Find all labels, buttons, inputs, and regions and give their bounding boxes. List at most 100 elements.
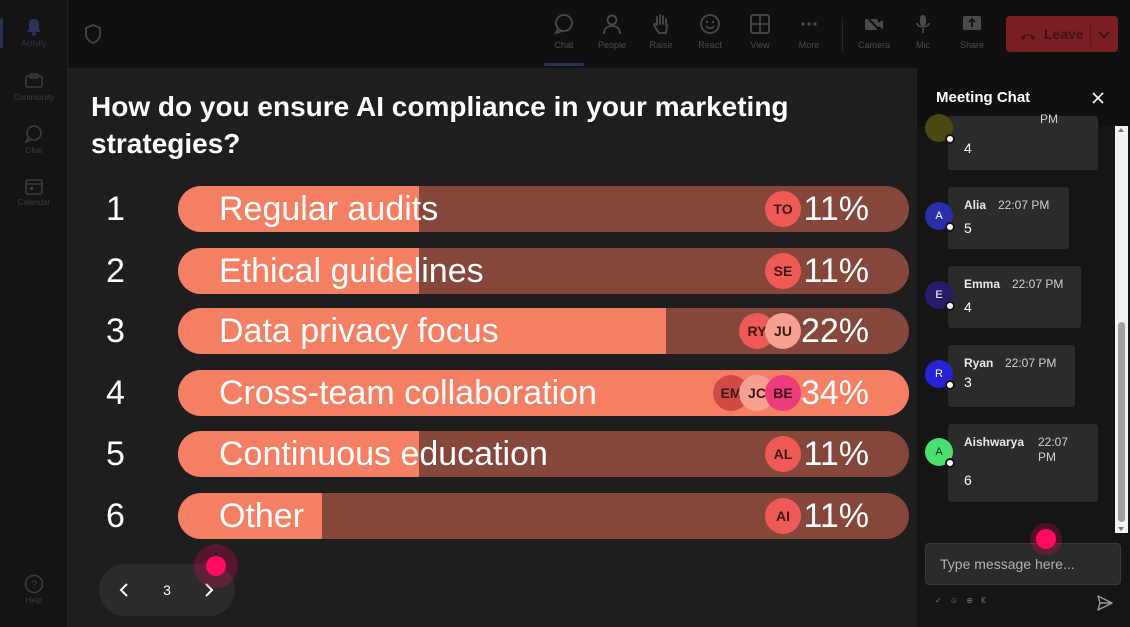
- option-number: 2: [106, 252, 125, 290]
- result-fill: [178, 248, 419, 294]
- more-dots-icon: [798, 13, 820, 35]
- raise-hand-button[interactable]: Raise: [639, 10, 683, 62]
- click-indicator: [194, 544, 238, 588]
- voter-avatar: BE: [765, 375, 801, 411]
- chevron-left-icon[interactable]: [114, 580, 134, 600]
- scroll-up-arrow-icon[interactable]: [1118, 128, 1124, 132]
- option-percent: 11%: [803, 190, 869, 228]
- rail-item-calendar[interactable]: Calendar: [0, 167, 68, 217]
- poll-option-bar[interactable]: Ethical guidelines 11% SE: [178, 248, 909, 294]
- chat-bubble-icon: [553, 13, 575, 35]
- view-button-label: View: [750, 40, 770, 50]
- message-sender: Alia: [964, 198, 987, 212]
- message-text: 3: [964, 374, 972, 390]
- react-button-label: React: [698, 40, 722, 50]
- chevron-right-icon[interactable]: [199, 580, 219, 600]
- chat-button[interactable]: Chat: [542, 10, 586, 66]
- message-time: 22:07 PM: [1012, 277, 1064, 291]
- option-number: 1: [106, 190, 125, 228]
- grid-icon: [749, 13, 771, 35]
- message-sender: Emma: [964, 277, 1001, 291]
- chat-icon: [24, 125, 44, 143]
- option-label: Regular audits: [219, 190, 439, 228]
- rail-label: Activity: [21, 39, 47, 48]
- option-number: 3: [106, 312, 125, 350]
- message-text: 5: [964, 220, 972, 236]
- mic-button[interactable]: Mic: [901, 10, 945, 62]
- share-button[interactable]: Share: [950, 10, 994, 62]
- hand-icon: [650, 13, 672, 35]
- voter-avatar: SE: [765, 253, 801, 289]
- scrollbar-thumb[interactable]: [1118, 322, 1125, 522]
- sender-avatar: E: [925, 281, 955, 311]
- rail-item-community[interactable]: Community: [0, 62, 68, 112]
- rail-item-help[interactable]: ? Help: [0, 565, 68, 615]
- presence-indicator: [945, 380, 955, 390]
- option-number: 6: [106, 497, 125, 535]
- option-number: 5: [106, 435, 125, 473]
- poll-option-bar[interactable]: Continuous education 11% AL: [178, 431, 909, 477]
- option-label: Other: [219, 497, 305, 535]
- person-icon: [601, 13, 623, 35]
- option-number: 4: [106, 374, 125, 412]
- message-text: 4: [964, 140, 972, 156]
- react-button[interactable]: React: [688, 10, 732, 62]
- message-time: PM: [1040, 112, 1058, 126]
- poll-option-bar[interactable]: Data privacy focus 22% RY JU: [178, 308, 909, 354]
- leave-button-label: Leave: [1044, 26, 1084, 42]
- poll-option-bar[interactable]: Regular audits 11% TO: [178, 186, 909, 232]
- presence-indicator: [945, 222, 955, 232]
- poll-question: How do you ensure AI compliance in your …: [91, 91, 789, 159]
- option-label: Cross-team collaboration: [219, 374, 597, 412]
- voter-avatar: AI: [765, 498, 801, 534]
- message-time: 22:07 PM: [998, 198, 1050, 212]
- view-button[interactable]: View: [738, 10, 782, 62]
- chat-title: Meeting Chat: [936, 89, 1031, 106]
- chat-message: Ryan 22:07 PM 3: [948, 345, 1075, 407]
- chat-message: PM 4: [948, 112, 1098, 170]
- shield-icon: [84, 24, 102, 44]
- close-icon[interactable]: [1090, 90, 1106, 106]
- voter-avatar: TO: [765, 191, 801, 227]
- message-text: 4: [964, 299, 972, 315]
- more-button[interactable]: More: [787, 10, 831, 62]
- click-indicator: [1030, 523, 1062, 555]
- avatar-initial: A: [935, 210, 943, 222]
- message-time: 22:07 PM: [1005, 356, 1057, 370]
- poll-stage: How do you ensure AI compliance in your …: [68, 68, 917, 627]
- meeting-chat-panel: Meeting Chat PM 4 Alia 22:07 PM 5 A Emma 22:07 …: [917, 68, 1130, 627]
- option-percent: 11%: [803, 497, 869, 535]
- people-button[interactable]: People: [590, 10, 634, 62]
- message-sender: Aishwarya: [964, 435, 1025, 449]
- sender-avatar: [925, 114, 955, 144]
- sender-avatar: A: [925, 438, 955, 468]
- rail-label: Help: [25, 596, 43, 605]
- calendar-icon: [24, 177, 44, 195]
- leave-button[interactable]: Leave: [1006, 16, 1118, 52]
- chat-format-tools[interactable]: ✓ ☺ ⊕ €: [935, 596, 989, 605]
- chevron-down-icon[interactable]: [1097, 27, 1111, 41]
- voter-avatar: AL: [765, 436, 801, 472]
- rail-item-chat[interactable]: Chat: [0, 115, 68, 165]
- poll-option-bar[interactable]: Other 11% AI: [178, 493, 909, 539]
- rail-label: Community: [13, 93, 55, 102]
- bell-icon: [24, 18, 44, 36]
- result-fill: [178, 493, 322, 539]
- result-fill: [178, 308, 666, 354]
- people-button-label: People: [597, 40, 627, 50]
- option-percent: 22%: [800, 312, 869, 350]
- presence-indicator: [945, 134, 955, 144]
- poll-option-bar[interactable]: Cross-team collaboration 34% EM JC BE: [178, 370, 909, 416]
- chat-message-input[interactable]: [925, 543, 1121, 585]
- community-icon: [24, 72, 44, 90]
- chat-message: Emma 22:07 PM 4: [948, 266, 1081, 328]
- option-percent: 11%: [803, 435, 869, 473]
- send-icon[interactable]: [1096, 594, 1114, 612]
- raise-button-label: Raise: [649, 40, 673, 50]
- camera-button[interactable]: Camera: [852, 10, 896, 62]
- scroll-down-arrow-icon[interactable]: [1118, 527, 1124, 531]
- rail-label: Chat: [25, 146, 43, 155]
- rail-item-activity[interactable]: Activity: [0, 8, 68, 58]
- result-fill: [178, 186, 419, 232]
- chat-scrollbar[interactable]: [1115, 126, 1128, 533]
